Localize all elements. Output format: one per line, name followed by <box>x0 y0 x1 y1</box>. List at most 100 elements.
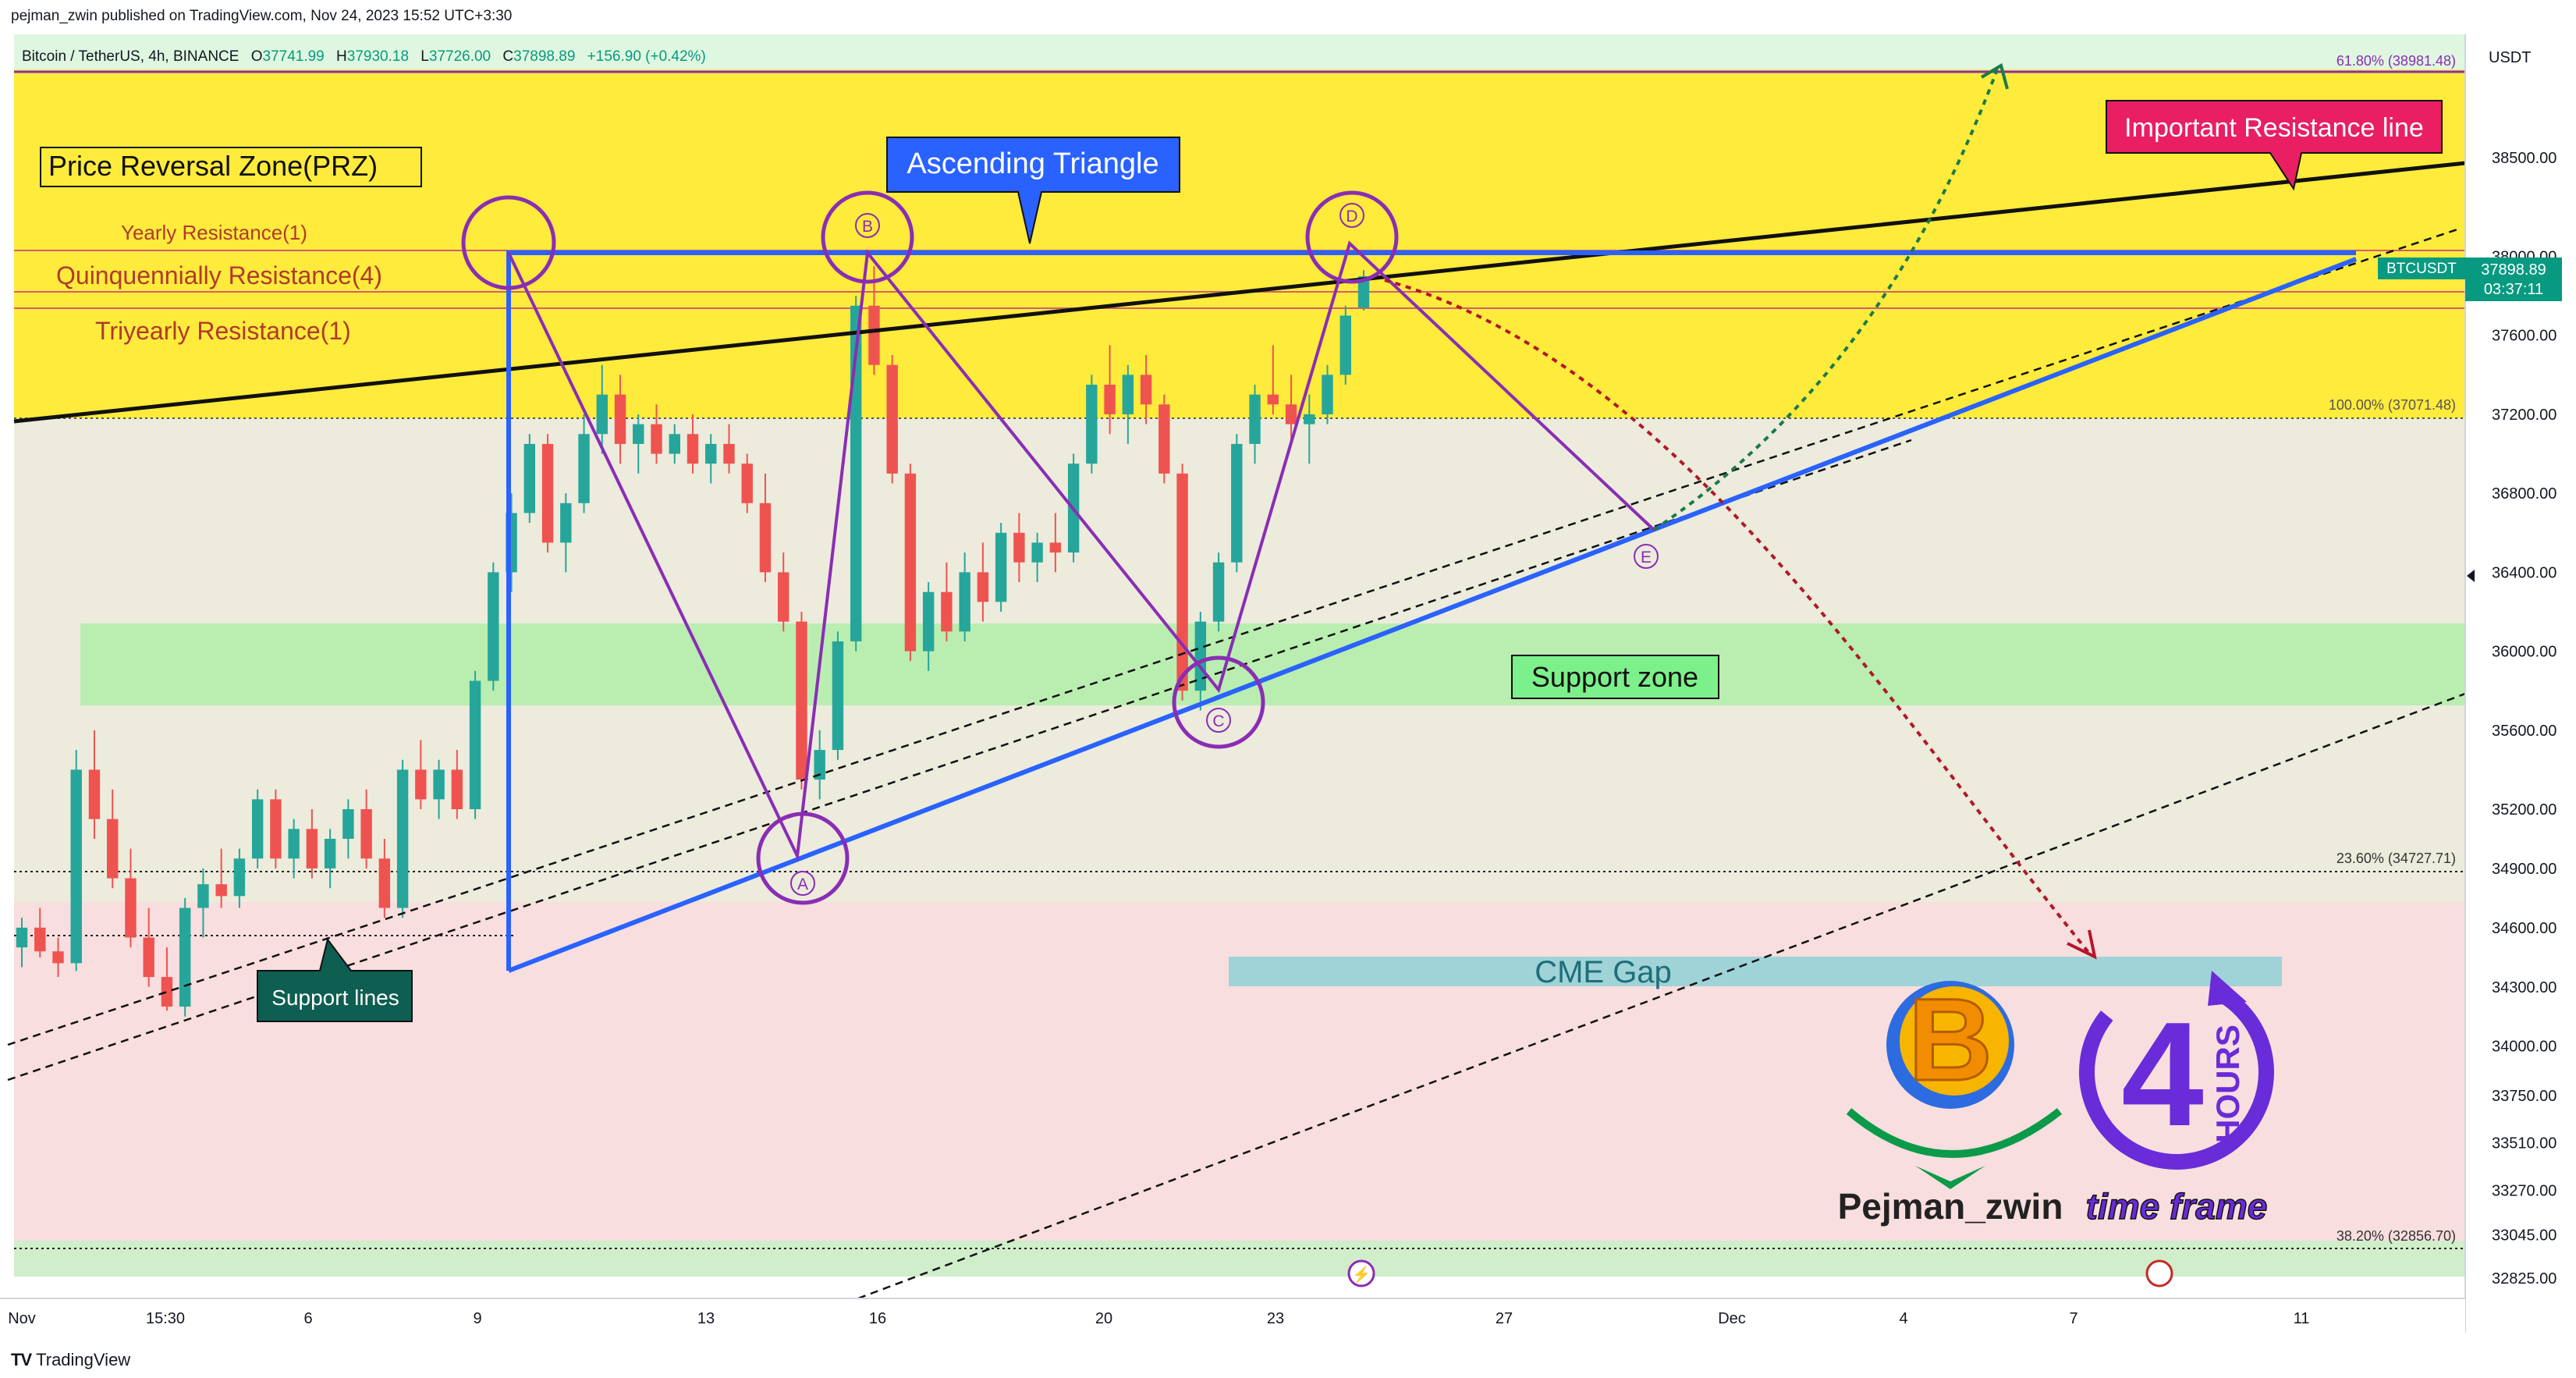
candle-body <box>488 572 499 681</box>
y-tick-label: 32825.00 <box>2492 1270 2556 1287</box>
triyearly-resistance-label: Triyearly Resistance(1) <box>95 317 351 345</box>
y-tick-label: 35600.00 <box>2492 723 2556 740</box>
candle-body <box>143 937 154 978</box>
candle-body <box>306 829 318 868</box>
bottom-green-band <box>14 1241 2465 1277</box>
point-b-circle <box>821 190 914 284</box>
candle-body <box>904 473 917 652</box>
candle-body <box>451 769 463 810</box>
x-tick-label: 20 <box>1095 1310 1112 1327</box>
candles-group <box>16 266 1370 1017</box>
x-tick-label: 23 <box>1267 1310 1284 1327</box>
candle-body <box>759 503 772 573</box>
candle-body <box>1031 542 1043 563</box>
candle-body <box>922 591 935 652</box>
y-tick-label: 38500.00 <box>2492 150 2556 167</box>
svg-text:Support lines: Support lines <box>271 986 399 1010</box>
candle-body <box>433 769 445 800</box>
candle-body <box>541 443 554 543</box>
tradingview-logo[interactable]: TV TradingView <box>11 1350 131 1369</box>
svg-text:HOURS: HOURS <box>2209 1025 2246 1143</box>
x-tick-label: 15:30 <box>146 1310 185 1327</box>
svg-text:Price Reversal Zone(PRZ): Price Reversal Zone(PRZ) <box>48 150 378 182</box>
y-tick-label: 33750.00 <box>2492 1088 2556 1105</box>
candle-body <box>560 503 572 543</box>
candle-body <box>723 443 735 464</box>
bearish-arrowhead <box>2067 929 2097 960</box>
lightning-event-icon[interactable] <box>1347 1259 1375 1287</box>
symbol-badge <box>2378 257 2465 279</box>
candle-body <box>1049 542 1062 553</box>
candle-body <box>324 838 336 868</box>
price-axis[interactable] <box>2465 34 2576 1333</box>
candle-body <box>832 641 844 751</box>
candle-body <box>941 591 953 632</box>
time-axis-ticks: Nov 15:30 6 9 13 16 20 23 27 Dec 4 7 11 <box>8 1310 2309 1327</box>
candle-body <box>886 364 898 474</box>
candle-body <box>1140 375 1152 405</box>
x-tick-label: 11 <box>2294 1310 2310 1327</box>
candle-body <box>378 858 391 908</box>
candle-body <box>523 443 536 513</box>
candle-body <box>1158 404 1170 474</box>
candle-body <box>814 750 825 780</box>
time-axis[interactable] <box>0 1298 2465 1333</box>
candle-body <box>179 907 191 1007</box>
y-tick-label: 34600.00 <box>2492 920 2556 937</box>
point-b-label: B <box>855 213 880 238</box>
ascending-triangle-label: Ascending Triangle <box>886 137 1180 244</box>
candle-body <box>1086 384 1098 464</box>
publisher-text: pejman_zwin published on TradingView.com… <box>11 8 513 24</box>
candle-body <box>70 769 82 964</box>
candle-body <box>34 927 46 952</box>
candle-body <box>1176 473 1188 691</box>
x-tick-label: 6 <box>303 1310 312 1327</box>
svg-text:Ascending Triangle: Ascending Triangle <box>907 147 1158 180</box>
svg-text:37898.89: 37898.89 <box>2481 261 2546 279</box>
candle-body <box>396 769 409 908</box>
candle-body <box>614 394 626 444</box>
tv-logo-icon: TV <box>11 1350 32 1369</box>
point-e-label: E <box>1634 544 1659 569</box>
y-tick-label: 37600.00 <box>2492 328 2556 345</box>
x-tick-label: 9 <box>473 1310 481 1327</box>
y-tick-label: 33270.00 <box>2492 1182 2556 1199</box>
yearly-resistance-label: Yearly Resistance(1) <box>121 221 307 244</box>
prz-label: Price Reversal Zone(PRZ) <box>40 147 422 187</box>
support-lines-label: Support lines <box>257 937 413 1022</box>
axis-scroll-marker-icon <box>2467 570 2475 582</box>
quinquennial-resistance-label: Quinquennially Resistance(4) <box>56 261 382 289</box>
support-zone-label: Support zone <box>1511 655 1719 699</box>
price-chart[interactable]: A B C D E Price Reversal Zone(PRZ) Yearl… <box>0 34 2576 1333</box>
fib-236-label: 23.60% (34727.71) <box>2336 851 2456 866</box>
lightning-glyph: ⚡ <box>1352 1265 1371 1284</box>
candle-body <box>469 680 481 810</box>
candle-body <box>669 434 680 454</box>
candle-body <box>1267 394 1279 405</box>
x-tick-label: 16 <box>869 1310 886 1327</box>
fib-382-label: 38.20% (32856.70) <box>2336 1228 2456 1244</box>
candle-body <box>16 927 28 948</box>
author-name: Pejman_zwin <box>1838 1186 2063 1227</box>
svg-text:Support zone: Support zone <box>1531 661 1698 693</box>
candle-body <box>633 424 644 444</box>
timeframe-logo: 4 HOURS time frame <box>2079 971 2274 1227</box>
candle-body <box>1357 276 1370 308</box>
candle-body <box>1285 404 1297 424</box>
candle-body <box>88 769 101 819</box>
support-zone-fill <box>80 623 2465 705</box>
candle-body <box>1322 375 1333 414</box>
cme-gap-label: CME Gap <box>1535 955 1672 989</box>
candle-body <box>415 769 427 800</box>
svg-text:BTCUSDT: BTCUSDT <box>2386 261 2457 277</box>
top-band-fill <box>14 34 2465 73</box>
bearish-projection-path <box>1384 279 2092 957</box>
candle-body <box>342 809 354 839</box>
svg-text:B: B <box>862 218 873 236</box>
us-flag-event-icon[interactable] <box>2145 1259 2173 1287</box>
y-tick-label: 36000.00 <box>2492 644 2556 661</box>
candle-body <box>1194 621 1207 691</box>
x-tick-label: 27 <box>1496 1310 1513 1327</box>
price-badge[interactable]: BTCUSDT 37898.89 03:37:11 <box>2378 257 2562 301</box>
svg-text:E: E <box>1641 549 1652 566</box>
